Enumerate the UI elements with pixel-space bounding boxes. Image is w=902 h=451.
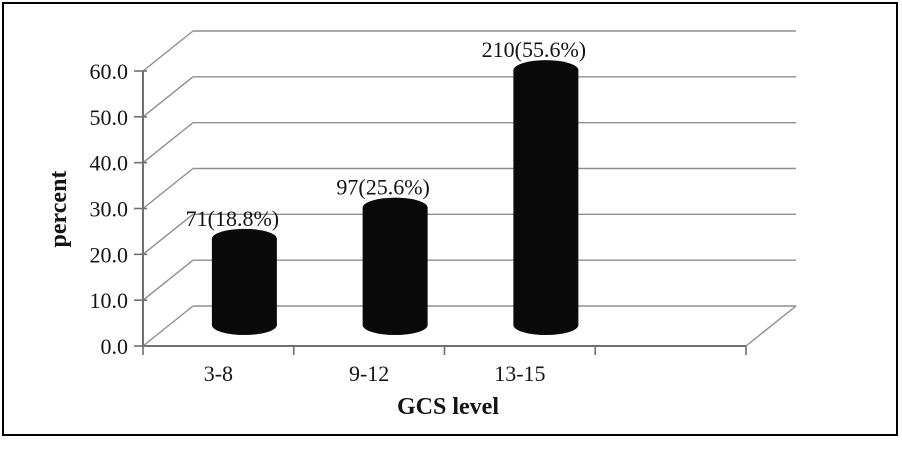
gridline-diagonal [142, 122, 194, 164]
axis-tick-group [134, 70, 747, 355]
gridline-diagonal [142, 305, 194, 347]
gridline-diagonal [142, 259, 194, 301]
category-label: 3-8 [204, 361, 233, 386]
bar-body [362, 207, 428, 325]
category-label-group: 3-8 9-12 13-15 [204, 361, 546, 386]
floor-right-edge [745, 305, 797, 347]
gridline-diagonal [142, 76, 194, 118]
gridline-diagonal [142, 167, 194, 210]
y-tick-label: 40.0 [90, 151, 129, 176]
y-axis-title: percent [46, 171, 72, 248]
bar-top-ellipse [513, 60, 579, 81]
y-tick-label: 20.0 [90, 242, 129, 267]
bar-body [211, 238, 277, 325]
gridline-group [142, 30, 797, 347]
bar-group [211, 60, 579, 335]
y-tick-label-group: 0.0 10.0 20.0 30.0 40.0 50.0 60.0 [90, 59, 129, 359]
figure-border [2, 2, 898, 436]
data-label: 71(18.8%) [186, 206, 279, 231]
data-label-group: 71(18.8%) 97(25.6%) 210(55.6%) [186, 37, 586, 231]
category-label: 13-15 [494, 361, 545, 386]
y-tick-label: 10.0 [90, 288, 129, 313]
y-tick-label: 0.0 [101, 334, 129, 359]
data-label: 97(25.6%) [336, 175, 429, 200]
y-tick-label: 50.0 [90, 105, 129, 130]
bar-body [513, 70, 579, 326]
y-tick-label: 30.0 [90, 197, 129, 222]
bar-cylinder [211, 228, 277, 335]
bar-top-ellipse [362, 197, 428, 218]
data-label: 210(55.6%) [482, 37, 586, 62]
bar-cylinder [513, 60, 579, 335]
category-label: 9-12 [349, 361, 389, 386]
bar-cylinder [362, 197, 428, 335]
y-tick-label: 60.0 [90, 59, 129, 84]
bar-top-ellipse [211, 228, 277, 249]
x-axis-title: GCS level [397, 394, 499, 420]
gridline-diagonal [142, 30, 194, 72]
gridline-diagonal [142, 213, 194, 255]
